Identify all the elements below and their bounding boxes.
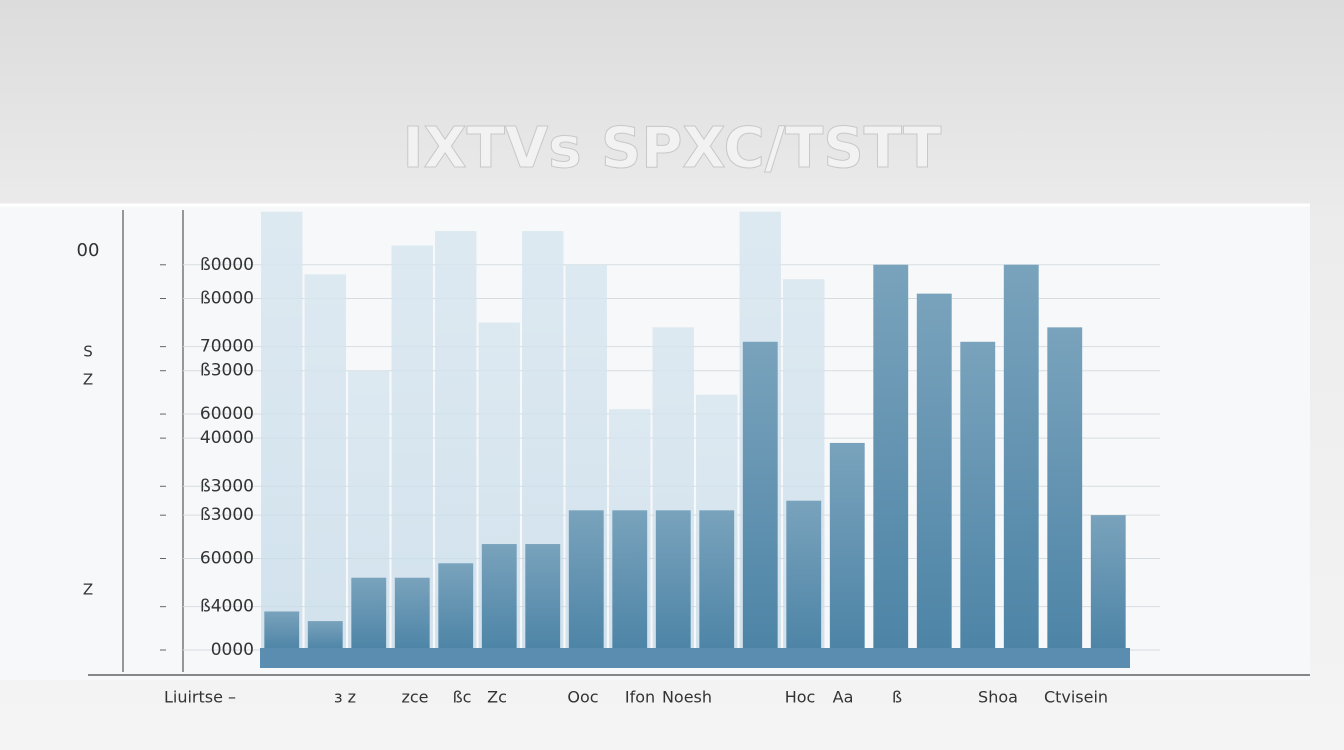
bar-sheen <box>916 293 952 650</box>
x-axis-text: Noesh <box>662 688 712 707</box>
bars <box>260 211 1130 668</box>
y-tick-label: 60000 <box>200 404 254 424</box>
x-axis-text: ɜ z <box>334 688 356 707</box>
bar-sheen <box>264 611 300 650</box>
y-tick-label: ß3000 <box>200 505 254 525</box>
x-axis-text: Liuirtse – <box>164 688 236 707</box>
x-axis-text: Hoc <box>785 688 816 707</box>
bar-sheen <box>699 510 735 650</box>
bar-sheen <box>1090 515 1126 650</box>
bar-sheen <box>481 544 517 650</box>
baseline-band <box>260 648 1130 668</box>
bar-sheen <box>612 510 648 650</box>
bar-sheen <box>873 264 909 650</box>
y-tick-label: 40000 <box>200 428 254 448</box>
bar-sheen <box>960 341 996 650</box>
bar-sheen <box>394 577 430 650</box>
x-axis-text: Ctvisein <box>1044 688 1108 707</box>
bar-sheen <box>351 577 387 650</box>
y-tick-label: 0000 <box>211 640 254 660</box>
bar-sheen <box>307 621 343 650</box>
x-axis-text: ßc <box>453 688 472 707</box>
x-axis-text: Aa <box>833 688 854 707</box>
bar-sheen <box>525 544 561 650</box>
y-tick-label: 70000 <box>200 337 254 357</box>
bar-sheen <box>829 442 865 650</box>
y-tick-label: ß3000 <box>200 476 254 496</box>
x-axis-text: Zc <box>487 688 507 707</box>
bar-sheen <box>261 211 303 650</box>
x-axis-text: Ooc <box>567 688 598 707</box>
x-axis-text: ß <box>892 688 902 707</box>
bar-sheen <box>1047 327 1083 650</box>
side-text: ꓢ <box>83 343 93 361</box>
y-tick-label: ß0000 <box>200 255 254 275</box>
bar-sheen <box>786 500 822 650</box>
bar-sheen <box>438 563 474 650</box>
side-text: Z <box>83 371 93 389</box>
x-axis-text: Shoa <box>978 688 1018 707</box>
bar-sheen <box>304 274 346 650</box>
chart-title: IXTVs SPXC/TSTT <box>403 116 942 181</box>
bar-sheen <box>1003 264 1039 650</box>
labels: ß0000ß000070000ß30006000040000ß3000ß3000… <box>77 240 1109 707</box>
bar-sheen <box>655 510 691 650</box>
y-tick-label: 60000 <box>200 549 254 569</box>
bar-sheen <box>742 341 778 650</box>
side-text: Z <box>83 581 93 599</box>
bar-sheen <box>568 510 604 650</box>
y-tick-label: ß0000 <box>200 288 254 308</box>
side-text: 00 <box>77 240 100 261</box>
x-axis-text: zce <box>401 688 428 707</box>
y-tick-label: ß4000 <box>200 597 254 617</box>
y-tick-label: ß3000 <box>200 361 254 381</box>
x-axis-text: Ifon <box>625 688 655 707</box>
